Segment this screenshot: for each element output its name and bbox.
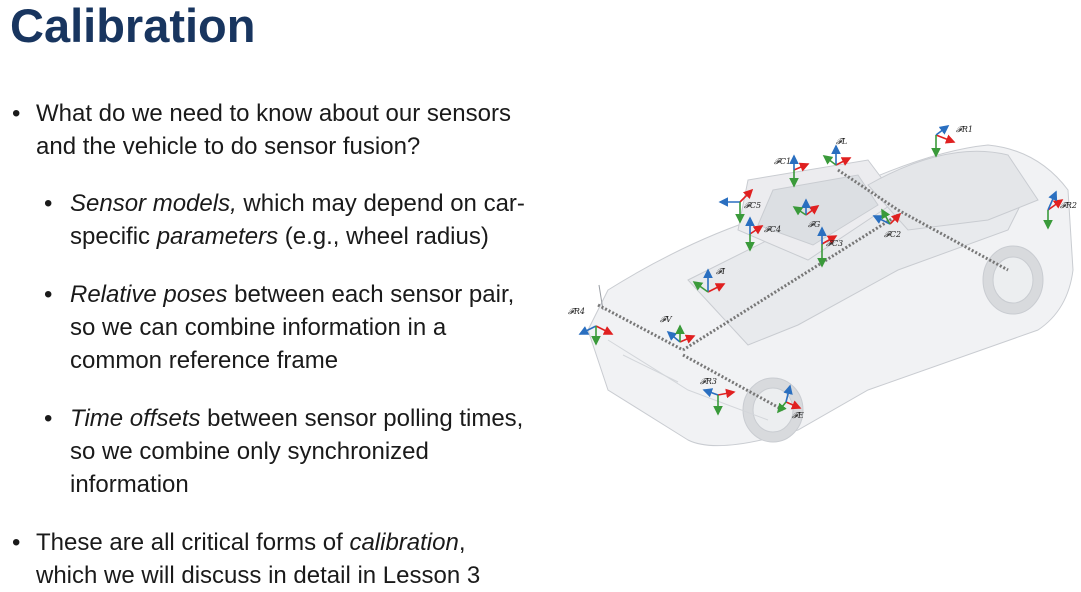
bullet-line: Sensor models, which may depend on car- xyxy=(70,187,582,220)
emphasis-text: Relative poses xyxy=(70,281,228,308)
frame-I: 𝓕I xyxy=(692,267,726,293)
frame-V: 𝓕V xyxy=(660,315,696,344)
bullet-text: These are all critical forms of xyxy=(36,529,350,556)
sub-bullet-sensor-models: • Sensor models, which may depend on car… xyxy=(12,187,582,253)
frame-R3: 𝓕R3 xyxy=(700,377,736,416)
frame-label-R1: 𝓕R1 xyxy=(956,125,973,134)
slide-title: Calibration xyxy=(10,0,256,52)
bullet-dot-icon: • xyxy=(44,190,53,217)
frame-L: 𝓕L xyxy=(822,137,852,166)
bullet-line: so we can combine information in a xyxy=(70,314,447,341)
frame-label-R2: 𝓕R2 xyxy=(1060,201,1077,210)
sub-bullet-time-offsets: • Time offsets between sensor polling ti… xyxy=(12,402,582,501)
emphasis-text: calibration xyxy=(349,529,459,556)
bullet-line: specific parameters (e.g., wheel radius) xyxy=(70,220,582,253)
bullet-text: between sensor polling times, xyxy=(200,405,524,432)
bullet-line: common reference frame xyxy=(70,347,339,374)
frame-E: 𝓕E xyxy=(777,384,804,420)
bullet-text: , xyxy=(458,529,466,556)
car-illustration xyxy=(587,144,1074,447)
frame-label-C2: 𝓕C2 xyxy=(884,230,901,239)
frame-R4: 𝓕R4 xyxy=(568,307,614,346)
bullet-line: What do we need to know about our sensor… xyxy=(36,100,511,127)
frame-label-G: 𝓕G xyxy=(808,220,821,229)
frame-link-lines xyxy=(597,168,1009,412)
frame-label-L: 𝓕L xyxy=(836,137,847,146)
bullet-dot-icon: • xyxy=(44,405,53,432)
emphasis-text: parameters xyxy=(156,223,279,250)
frame-label-R4: 𝓕R4 xyxy=(568,307,585,316)
frame-label-V: 𝓕V xyxy=(660,315,673,324)
frame-label-E: 𝓕E xyxy=(792,411,804,420)
frame-R2: 𝓕R2 xyxy=(1043,190,1077,230)
bullet-text: between each sensor pair, xyxy=(227,281,515,308)
bullet-line: so we combine only synchronized xyxy=(70,438,429,465)
frame-C2: 𝓕C2 xyxy=(872,208,902,239)
frame-label-C1: 𝓕C1 xyxy=(774,157,791,166)
bullet-line: information xyxy=(70,471,189,498)
bullet-line: These are all critical forms of calibrat… xyxy=(36,526,582,559)
bullet-dot-icon: • xyxy=(44,281,53,308)
bullet-item-calibration: • These are all critical forms of calibr… xyxy=(12,526,582,592)
bullet-dot-icon: • xyxy=(12,529,21,556)
frame-label-C3: 𝓕C3 xyxy=(826,239,843,248)
bullet-item-sensors-question: • What do we need to know about our sens… xyxy=(12,97,582,163)
frame-label-C4: 𝓕C4 xyxy=(764,225,781,234)
bullet-dot-icon: • xyxy=(12,100,21,127)
frame-C4: 𝓕C4 xyxy=(745,216,781,252)
emphasis-text: Time offsets xyxy=(70,405,201,432)
bullet-text: which may depend on car- xyxy=(236,190,525,217)
bullet-text: (e.g., wheel radius) xyxy=(278,223,489,250)
frame-label-C5: 𝓕C5 xyxy=(744,201,761,210)
bullet-line: Relative poses between each sensor pair, xyxy=(70,278,582,311)
vehicle-sensor-frames-diagram: 𝓕L 𝓕R1 𝓕R2 𝓕C1 𝓕C5 xyxy=(568,125,1077,447)
frame-R1: 𝓕R1 xyxy=(931,125,973,158)
bullet-line: Time offsets between sensor polling time… xyxy=(70,402,582,435)
bullet-line: which we will discuss in detail in Lesso… xyxy=(36,562,481,589)
sub-bullet-relative-poses: • Relative poses between each sensor pai… xyxy=(12,278,582,377)
frame-label-R3: 𝓕R3 xyxy=(700,377,717,386)
frame-C5: 𝓕C5 xyxy=(718,188,761,224)
bullet-list: • What do we need to know about our sens… xyxy=(12,97,582,592)
frame-label-I: 𝓕I xyxy=(716,267,726,276)
bullet-line: and the vehicle to do sensor fusion? xyxy=(36,133,421,160)
emphasis-text: Sensor models, xyxy=(70,190,237,217)
frame-C3: 𝓕C3 xyxy=(817,226,843,268)
frame-C1: 𝓕C1 xyxy=(774,154,810,188)
frame-G: 𝓕G xyxy=(792,198,821,229)
bullet-text: specific xyxy=(70,223,157,250)
